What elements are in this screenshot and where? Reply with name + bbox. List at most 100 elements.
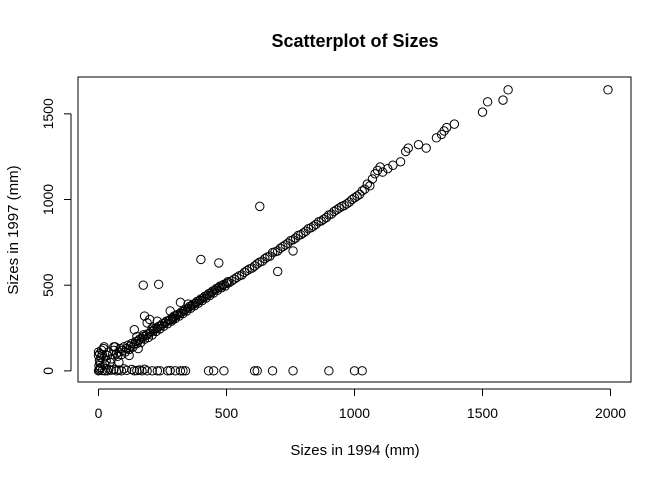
data-point: [296, 229, 306, 240]
data-point: [175, 297, 186, 308]
data-point: [114, 357, 124, 367]
data-point: [329, 206, 339, 217]
data-point: [383, 163, 393, 174]
y-axis-label: Sizes in 1997 (mm): [5, 165, 22, 294]
x-axis: 0 500 1000 1500 2000: [95, 388, 626, 421]
data-point: [229, 274, 239, 284]
data-point: [288, 246, 298, 256]
data-point: [354, 189, 365, 200]
data-point: [347, 194, 357, 205]
data-point: [267, 366, 278, 376]
data-point: [357, 186, 367, 196]
data-point: [252, 366, 262, 376]
data-point: [139, 311, 150, 321]
data-point: [132, 365, 142, 376]
data-point: [138, 280, 148, 290]
data-point: [142, 318, 152, 328]
x-tick-label: 500: [215, 405, 239, 421]
data-point: [99, 342, 109, 352]
data-point: [441, 122, 452, 133]
data-point: [324, 366, 334, 376]
data-point: [377, 167, 388, 177]
data-point: [178, 366, 188, 376]
data-point: [431, 133, 442, 143]
chart-title: Scatterplot of Sizes: [271, 31, 438, 51]
x-tick-label: 2000: [595, 405, 626, 421]
data-point: [275, 243, 285, 254]
data-point: [152, 316, 163, 326]
data-point: [260, 253, 270, 264]
data-point: [503, 85, 513, 95]
data-point: [203, 366, 214, 376]
data-point: [127, 364, 137, 375]
data-point: [226, 276, 237, 286]
data-point: [142, 366, 152, 376]
data-point: [255, 201, 265, 212]
data-point: [116, 366, 127, 376]
data-point: [477, 107, 488, 117]
data-point: [436, 129, 447, 140]
data-point: [316, 216, 326, 226]
data-point: [403, 143, 413, 153]
data-point: [272, 266, 283, 277]
data-point: [401, 146, 411, 157]
data-point: [133, 343, 143, 354]
data-point: [239, 267, 250, 278]
data-point: [132, 331, 142, 342]
data-point: [334, 203, 344, 213]
data-point: [155, 366, 165, 376]
x-axis-label: Sizes in 1994 (mm): [290, 442, 419, 459]
y-tick-label: 500: [40, 273, 56, 297]
data-point: [100, 366, 110, 376]
data-point: [129, 325, 140, 335]
data-point: [362, 179, 373, 189]
data-point: [388, 160, 398, 170]
data-point: [214, 258, 224, 268]
data-point: [603, 85, 613, 95]
data-point: [283, 238, 293, 248]
data-point: [339, 200, 349, 211]
data-point: [367, 174, 378, 184]
data-point: [180, 366, 191, 376]
y-axis: 0 500 1000 1500: [40, 98, 72, 375]
plot-frame: [77, 76, 632, 383]
data-point: [196, 254, 206, 265]
data-point: [249, 366, 260, 376]
data-points: [93, 85, 613, 376]
data-point: [102, 366, 113, 376]
data-point: [223, 277, 233, 287]
data-point: [421, 143, 431, 153]
data-point: [372, 165, 383, 176]
data-point: [124, 350, 134, 361]
data-point: [413, 139, 424, 150]
data-point: [111, 366, 122, 376]
data-point: [498, 95, 508, 105]
data-point: [121, 365, 132, 376]
data-point: [288, 366, 298, 376]
data-point: [224, 277, 234, 288]
data-point: [208, 366, 219, 376]
y-tick-label: 1500: [40, 98, 56, 129]
data-point: [242, 265, 252, 276]
data-point: [311, 219, 321, 230]
data-point: [321, 212, 332, 223]
data-point: [357, 366, 367, 376]
data-point: [137, 366, 147, 376]
data-point: [482, 97, 493, 107]
data-point: [165, 306, 175, 316]
data-point: [152, 366, 163, 376]
data-point: [106, 354, 116, 364]
data-point: [349, 366, 360, 376]
data-point: [109, 342, 119, 352]
data-point: [147, 366, 157, 376]
data-point: [153, 279, 164, 290]
x-tick-label: 1500: [467, 405, 498, 421]
data-point: [106, 365, 116, 375]
data-point: [165, 365, 175, 376]
data-point: [352, 191, 362, 201]
data-point: [290, 233, 301, 243]
data-point: [138, 330, 148, 340]
y-tick-label: 1000: [40, 184, 56, 215]
data-point: [170, 366, 180, 376]
